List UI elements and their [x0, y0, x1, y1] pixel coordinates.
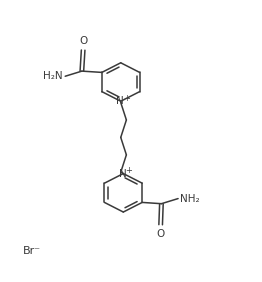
Text: Br⁻: Br⁻ — [23, 246, 41, 256]
Text: +: + — [123, 94, 130, 103]
Text: NH₂: NH₂ — [180, 193, 200, 204]
Text: H₂N: H₂N — [43, 71, 63, 81]
Text: +: + — [125, 166, 132, 175]
Text: N: N — [116, 96, 124, 106]
Text: O: O — [156, 229, 165, 239]
Text: N: N — [119, 169, 127, 179]
Text: O: O — [79, 36, 87, 46]
